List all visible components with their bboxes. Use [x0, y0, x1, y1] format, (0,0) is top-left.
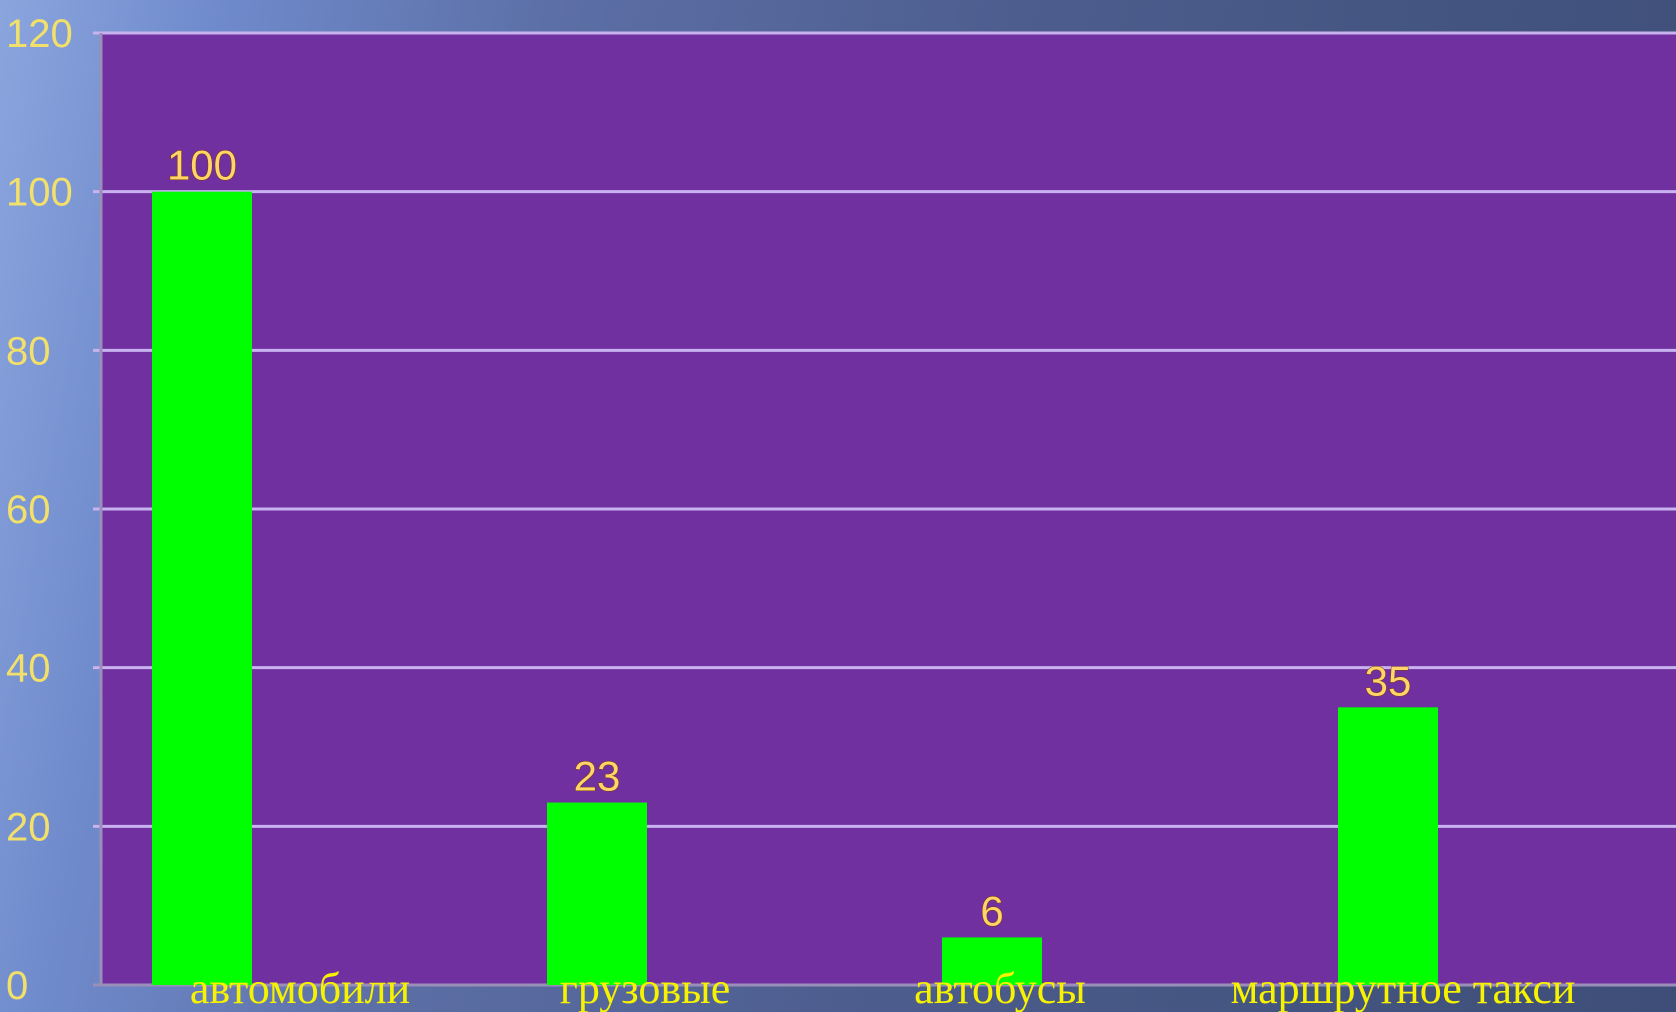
- data-label: 23: [574, 753, 621, 800]
- y-tick-label: 40: [6, 647, 51, 691]
- bar-1: [547, 802, 647, 985]
- y-tick-label: 20: [6, 805, 51, 849]
- category-label: автомобили: [190, 964, 410, 1012]
- bar-2: [942, 937, 1042, 985]
- data-label: 35: [1365, 657, 1412, 704]
- bar-0: [152, 191, 252, 985]
- data-label: 6: [980, 887, 1003, 934]
- y-tick-label: 80: [6, 329, 51, 373]
- category-label: автобусы: [914, 964, 1086, 1012]
- bar-3: [1338, 707, 1438, 985]
- y-tick-label: 60: [6, 488, 51, 532]
- y-tick-label: 0: [6, 964, 28, 1008]
- category-label: грузовые: [560, 964, 730, 1012]
- category-label: маршрутное такси: [1231, 964, 1576, 1012]
- data-label: 100: [167, 142, 237, 189]
- y-tick-label: 120: [6, 12, 73, 56]
- y-tick-label: 100: [6, 171, 73, 215]
